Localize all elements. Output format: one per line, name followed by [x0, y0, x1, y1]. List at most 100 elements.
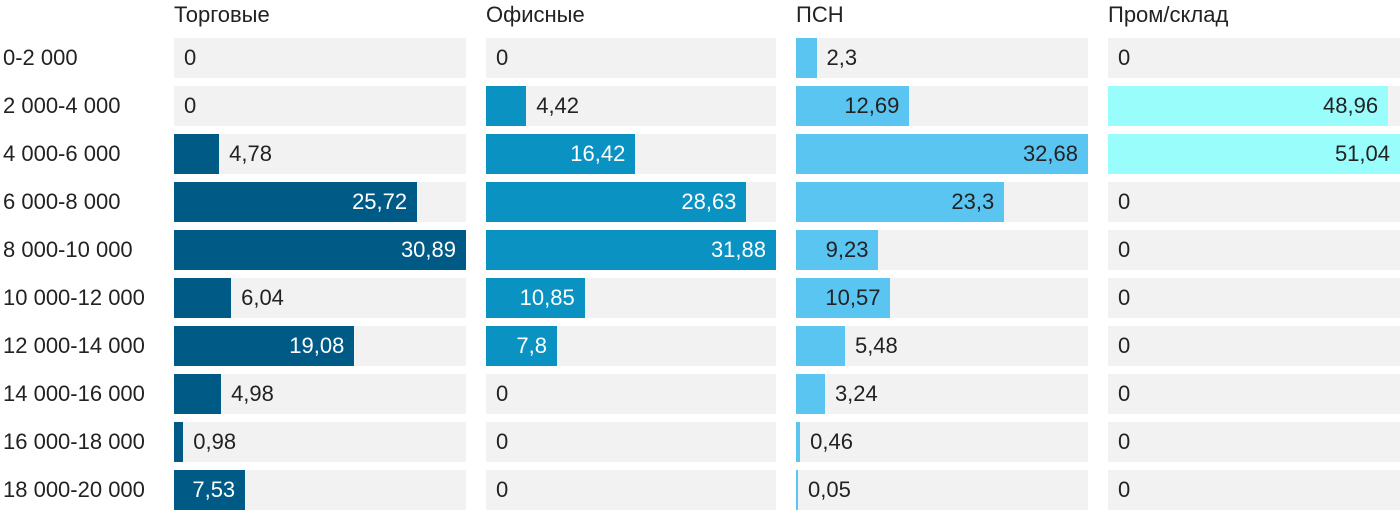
- bar-track: 0: [1108, 38, 1400, 78]
- bar: [1108, 134, 1400, 174]
- bar: [796, 38, 817, 78]
- data-label: 0: [1118, 45, 1131, 70]
- bar-track: 9,23: [796, 230, 1088, 270]
- bar: [796, 182, 1005, 222]
- bar-track: 0,46: [796, 422, 1088, 462]
- bar: [1108, 86, 1389, 126]
- category-label: 2 000-4 000: [3, 93, 121, 118]
- data-label: 19,08: [289, 333, 345, 358]
- bar-track: 0: [1108, 470, 1400, 510]
- bar-track: 0: [486, 374, 776, 414]
- bar-track: 31,88: [486, 230, 776, 270]
- bar: [796, 374, 825, 414]
- bar-track: 0: [1108, 230, 1400, 270]
- series-header: Торговые: [174, 2, 270, 27]
- data-label: 16,42: [570, 141, 626, 166]
- bar-track: 0: [1108, 182, 1400, 222]
- bar: [486, 134, 636, 174]
- bar-track: 7,53: [174, 470, 466, 510]
- bar: [174, 326, 355, 366]
- bar: [174, 182, 418, 222]
- bar: [174, 134, 220, 174]
- data-label: 6,04: [241, 285, 284, 310]
- bar-track: 12,69: [796, 86, 1088, 126]
- bar: [796, 134, 1088, 174]
- data-label: 0: [1118, 477, 1131, 502]
- category-label: 14 000-16 000: [3, 381, 145, 406]
- category-label: 18 000-20 000: [3, 477, 145, 502]
- data-label: 0,46: [810, 429, 853, 454]
- data-label: 0: [1118, 381, 1131, 406]
- series-header: ПСН: [796, 2, 844, 27]
- data-label: 0: [496, 381, 509, 406]
- bar: [796, 422, 801, 462]
- bar-track: 0: [174, 38, 466, 78]
- bar: [796, 470, 798, 510]
- bar: [174, 470, 246, 510]
- bar-track: 4,42: [486, 86, 776, 126]
- data-label: 0: [1118, 285, 1131, 310]
- data-label: 0: [1118, 237, 1131, 262]
- bar: [486, 182, 747, 222]
- bar-track: 25,72: [174, 182, 466, 222]
- bar: [486, 326, 557, 366]
- bar-track: 16,42: [486, 134, 776, 174]
- data-label: 4,42: [536, 93, 580, 118]
- data-label: 12,69: [844, 93, 900, 118]
- bar-track: 4,78: [174, 134, 466, 174]
- bar-track: 0,98: [174, 422, 466, 462]
- data-label: 4,78: [229, 141, 272, 166]
- data-label: 10,57: [825, 285, 881, 310]
- data-label: 9,23: [825, 237, 869, 262]
- data-label: 48,96: [1323, 93, 1379, 118]
- bar-track: 4,98: [174, 374, 466, 414]
- category-label: 12 000-14 000: [3, 333, 145, 358]
- data-label: 5,48: [854, 333, 898, 358]
- category-label: 16 000-18 000: [3, 429, 145, 454]
- data-label: 0: [496, 477, 509, 502]
- data-label: 3,24: [834, 381, 878, 406]
- bar-track: 30,89: [174, 230, 466, 270]
- data-label: 32,68: [1022, 141, 1078, 166]
- bar-track: 10,57: [796, 278, 1088, 318]
- data-label: 23,3: [951, 189, 995, 214]
- bar-track: 2,3: [796, 38, 1088, 78]
- data-label: 0,05: [808, 477, 851, 502]
- bar: [174, 278, 232, 318]
- bar-track: 7,8: [486, 326, 776, 366]
- data-label: 0: [184, 93, 197, 118]
- bar: [486, 230, 776, 270]
- bar-track: 0,05: [796, 470, 1088, 510]
- bar-track: 0: [1108, 374, 1400, 414]
- bar-track: 0: [1108, 326, 1400, 366]
- bar-track: 0: [1108, 278, 1400, 318]
- data-label: 7,53: [192, 477, 236, 502]
- data-label: 10,85: [519, 285, 575, 310]
- bar: [174, 230, 466, 270]
- data-label: 4,98: [231, 381, 274, 406]
- bar-track: 48,96: [1108, 86, 1400, 126]
- bar: [796, 86, 910, 126]
- bar-track: 32,68: [796, 134, 1088, 174]
- bar: [486, 278, 585, 318]
- data-label: 0: [1118, 189, 1131, 214]
- bar-track: 23,3: [796, 182, 1088, 222]
- bar-track: 3,24: [796, 374, 1088, 414]
- data-label: 0: [184, 45, 197, 70]
- bar-track: 51,04: [1108, 134, 1400, 174]
- category-label: 0-2 000: [3, 45, 78, 70]
- bar: [796, 278, 891, 318]
- data-label: 0,98: [193, 429, 237, 454]
- data-label: 0: [496, 45, 509, 70]
- bar-track: 28,63: [486, 182, 776, 222]
- data-label: 30,89: [400, 237, 456, 262]
- data-label: 31,88: [710, 237, 766, 262]
- category-label: 8 000-10 000: [3, 237, 133, 262]
- series-header: Офисные: [486, 2, 585, 27]
- category-label: 4 000-6 000: [3, 141, 121, 166]
- bar-track: 19,08: [174, 326, 466, 366]
- bar: [174, 374, 222, 414]
- bar: [796, 326, 845, 366]
- bar-track: 0: [486, 422, 776, 462]
